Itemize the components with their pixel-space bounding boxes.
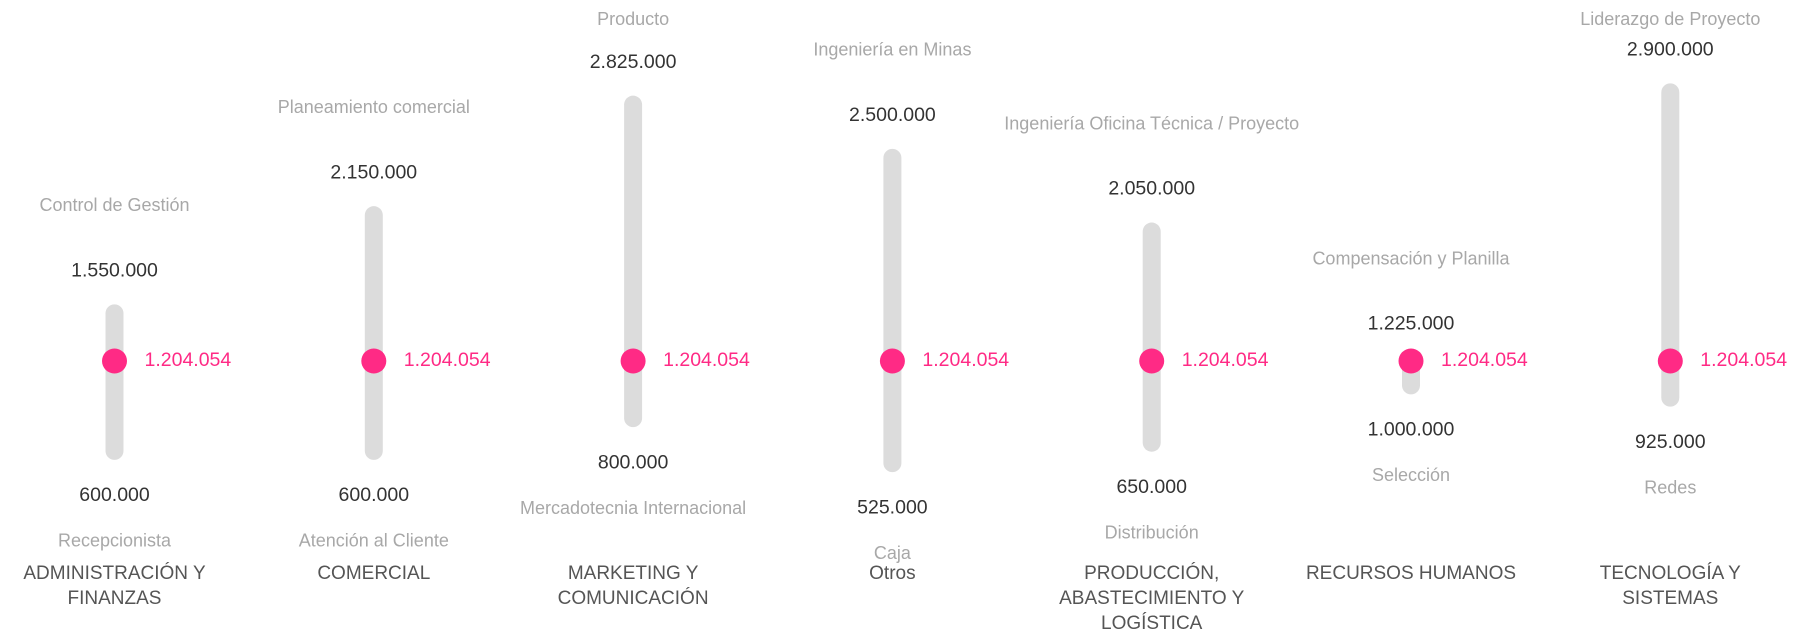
max-value: 2.500.000	[849, 104, 936, 126]
marker	[1398, 348, 1424, 374]
max-value: 1.550.000	[71, 260, 158, 282]
marker-value: 1.204.054	[1182, 349, 1269, 371]
category-name: RECURSOS HUMANOS	[1305, 563, 1517, 584]
max-role: Planeamiento comercial	[278, 97, 470, 117]
min-role: Recepcionista	[58, 531, 172, 551]
marker	[879, 348, 905, 374]
category-name: Otros	[869, 563, 916, 584]
range-bar	[364, 206, 383, 460]
max-role: Liderazgo de Proyecto	[1580, 9, 1760, 29]
marker-value: 1.204.054	[663, 349, 750, 371]
max-role: Producto	[597, 9, 669, 29]
category-name: COMERCIAL	[317, 563, 431, 584]
max-role: Control de Gestión	[39, 195, 189, 215]
range-bar	[105, 304, 124, 460]
max-role: Ingeniería Oficina Técnica / Proyecto	[1004, 113, 1299, 133]
category-name: MARKETING Y COMUNICACIÓN	[557, 563, 709, 609]
max-value: 2.900.000	[1627, 39, 1714, 61]
min-role: Redes	[1644, 477, 1696, 497]
marker	[620, 348, 646, 374]
category-name: PRODUCCIÓN, ABASTECIMIENTO Y LOGÍSTICA	[1059, 563, 1245, 632]
min-value: 525.000	[857, 496, 928, 518]
range-bar	[624, 95, 643, 428]
marker	[1139, 348, 1165, 374]
min-value: 600.000	[339, 484, 410, 506]
marker-value: 1.204.054	[404, 349, 491, 371]
marker-value: 1.204.054	[145, 349, 232, 371]
max-value: 1.225.000	[1368, 313, 1455, 335]
max-value: 2.050.000	[1108, 178, 1195, 200]
marker	[1657, 348, 1683, 374]
min-value: 650.000	[1116, 476, 1187, 498]
marker-value: 1.204.054	[1441, 349, 1528, 371]
max-value: 2.150.000	[330, 161, 417, 183]
min-value: 925.000	[1635, 431, 1706, 453]
min-role: Atención al Cliente	[299, 531, 449, 551]
marker-value: 1.204.054	[1700, 349, 1787, 371]
marker-value: 1.204.054	[922, 349, 1009, 371]
marker	[102, 348, 127, 374]
range-bar	[1142, 222, 1161, 452]
category-name: ADMINISTRACIÓN Y FINANZAS	[23, 563, 206, 609]
min-value: 600.000	[79, 484, 150, 506]
range-bar	[883, 148, 902, 473]
min-value: 1.000.000	[1368, 419, 1455, 441]
min-role: Selección	[1372, 465, 1450, 485]
max-role: Ingeniería en Minas	[813, 40, 971, 60]
max-role: Compensación y Planilla	[1312, 248, 1510, 268]
min-role: Mercadotecnia Internacional	[520, 498, 746, 518]
max-value: 2.825.000	[590, 51, 677, 73]
min-role: Distribución	[1105, 522, 1199, 542]
marker	[361, 348, 387, 374]
min-value: 800.000	[598, 451, 669, 473]
category-name: TECNOLOGÍA Y SISTEMAS	[1599, 563, 1741, 609]
range-bar	[1661, 83, 1680, 407]
min-role: Caja	[874, 543, 912, 563]
